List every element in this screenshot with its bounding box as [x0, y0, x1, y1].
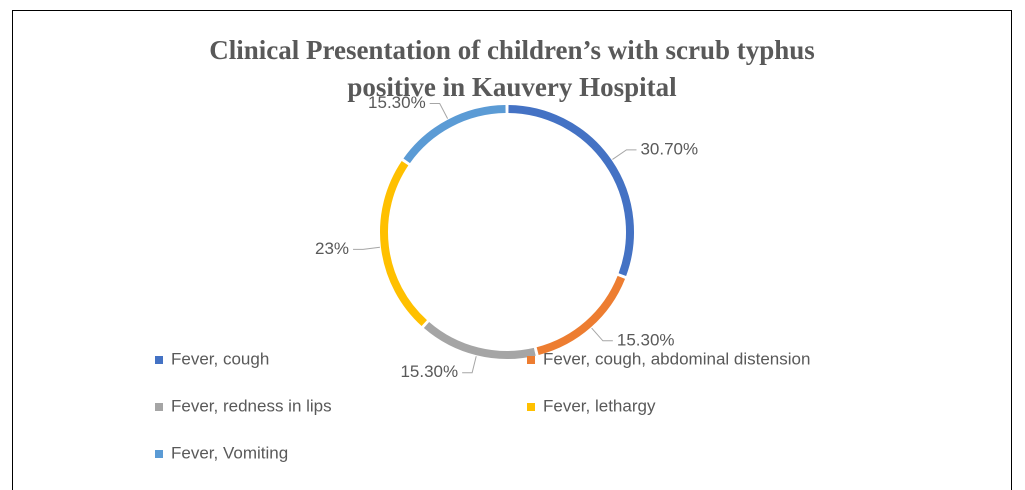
legend-marker — [527, 356, 535, 364]
data-label: 23% — [315, 239, 349, 258]
chart-frame — [12, 10, 1012, 490]
data-label: 15.30% — [617, 330, 675, 349]
data-label: 15.30% — [368, 93, 426, 112]
leader-line — [591, 327, 613, 342]
legend-marker — [527, 403, 535, 411]
legend-label: Fever, Vomiting — [171, 443, 288, 462]
legend-marker — [155, 403, 163, 411]
donut-segment — [508, 105, 634, 277]
donut-segment — [380, 160, 427, 326]
legend-label: Fever, lethargy — [543, 396, 656, 415]
leader-line — [612, 149, 637, 160]
legend-label: Fever, cough, abdominal distension — [543, 349, 810, 368]
leader-line — [353, 246, 380, 250]
chart-title: Clinical Presentation of children’s with… — [209, 35, 815, 102]
legend-marker — [155, 356, 163, 364]
leader-line — [462, 356, 477, 374]
legend-label: Fever, cough — [171, 349, 269, 368]
data-label: 15.30% — [400, 362, 458, 381]
data-label: 30.70% — [640, 139, 698, 158]
legend-label: Fever, redness in lips — [171, 396, 332, 415]
donut-segment — [403, 105, 506, 164]
legend-marker — [155, 450, 163, 458]
donut-segment — [536, 275, 626, 355]
donut-segment — [423, 321, 536, 359]
leader-line — [429, 103, 449, 119]
